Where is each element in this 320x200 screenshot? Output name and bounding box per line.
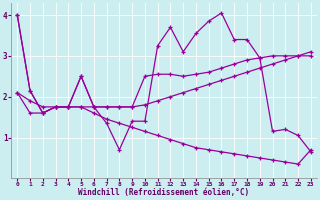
X-axis label: Windchill (Refroidissement éolien,°C): Windchill (Refroidissement éolien,°C) <box>78 188 250 197</box>
